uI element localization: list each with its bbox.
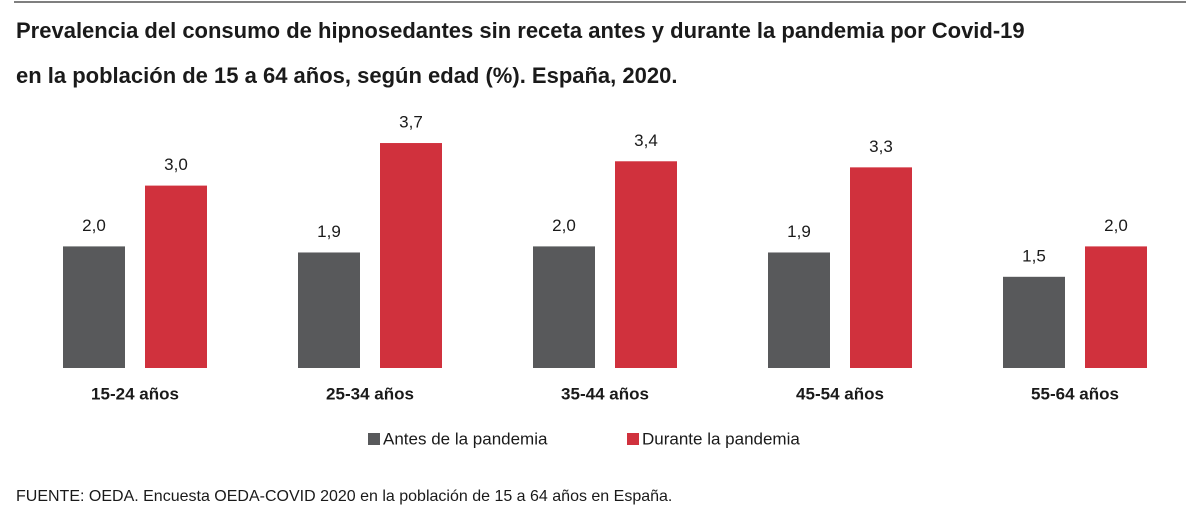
bar [1003,276,1065,368]
value-label: 2,0 [552,216,576,235]
value-label: 1,5 [1022,246,1046,265]
legend-swatch [368,433,380,445]
bar [63,246,125,368]
bar [768,252,830,368]
value-label: 1,9 [317,222,341,241]
bar [615,161,677,368]
value-label: 3,4 [634,131,658,150]
chart-title: en la población de 15 a 64 años, según e… [16,63,677,88]
bar [1085,246,1147,368]
value-label: 3,7 [399,113,423,132]
legend-swatch [627,433,639,445]
x-tick-label: 15-24 años [91,384,179,403]
value-label: 3,3 [869,137,893,156]
x-tick-label: 35-44 años [561,384,649,403]
bar [145,185,207,368]
value-label: 3,0 [164,155,188,174]
value-label: 2,0 [82,216,106,235]
bar [533,246,595,368]
bar [380,143,442,368]
x-tick-label: 55-64 años [1031,384,1119,403]
legend-label: Antes de la pandemia [383,429,548,448]
legend-label: Durante la pandemia [642,429,800,448]
bar [850,167,912,368]
source-note: FUENTE: OEDA. Encuesta OEDA-COVID 2020 e… [16,488,672,505]
value-label: 2,0 [1104,216,1128,235]
bar [298,252,360,368]
x-tick-label: 45-54 años [796,384,884,403]
value-label: 1,9 [787,222,811,241]
x-tick-label: 25-34 años [326,384,414,403]
chart-title: Prevalencia del consumo de hipnosedantes… [16,18,1025,43]
